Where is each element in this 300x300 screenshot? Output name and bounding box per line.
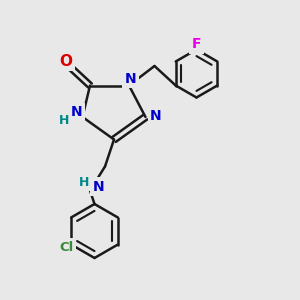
Text: F: F [192, 37, 201, 51]
Text: H: H [59, 113, 69, 127]
Text: N: N [93, 180, 104, 194]
Text: H: H [79, 176, 89, 189]
Text: O: O [59, 54, 73, 69]
Text: Cl: Cl [59, 241, 74, 254]
Text: N: N [150, 109, 162, 122]
Text: N: N [125, 72, 136, 86]
Text: N: N [71, 106, 82, 119]
